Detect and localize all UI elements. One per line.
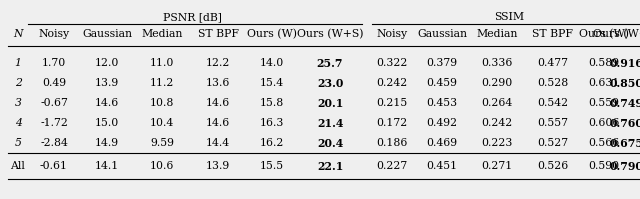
Text: 15.0: 15.0 [95, 118, 119, 128]
Text: 0.527: 0.527 [538, 138, 568, 148]
Text: 0.451: 0.451 [426, 161, 458, 171]
Text: 0.186: 0.186 [376, 138, 408, 148]
Text: Ours (W+S): Ours (W+S) [593, 29, 640, 39]
Text: 0.242: 0.242 [481, 118, 513, 128]
Text: 0.49: 0.49 [42, 78, 66, 88]
Text: -1.72: -1.72 [40, 118, 68, 128]
Text: 0.526: 0.526 [538, 161, 568, 171]
Text: 5: 5 [15, 138, 21, 148]
Text: 14.6: 14.6 [95, 98, 119, 108]
Text: PSNR [dB]: PSNR [dB] [163, 12, 221, 22]
Text: 14.6: 14.6 [206, 118, 230, 128]
Text: 15.4: 15.4 [260, 78, 284, 88]
Text: Median: Median [141, 29, 182, 39]
Text: Ours (W): Ours (W) [579, 29, 629, 39]
Text: Gaussian: Gaussian [417, 29, 467, 39]
Text: 13.9: 13.9 [206, 161, 230, 171]
Text: N: N [13, 29, 23, 39]
Text: 0.227: 0.227 [376, 161, 408, 171]
Text: 0.223: 0.223 [481, 138, 513, 148]
Text: Noisy: Noisy [376, 29, 408, 39]
Text: 0.566: 0.566 [588, 138, 620, 148]
Text: 1: 1 [15, 58, 21, 68]
Text: 0.242: 0.242 [376, 78, 408, 88]
Text: 10.6: 10.6 [150, 161, 174, 171]
Text: SSIM: SSIM [494, 12, 524, 22]
Text: 13.6: 13.6 [206, 78, 230, 88]
Text: 0.264: 0.264 [481, 98, 513, 108]
Text: 0.790: 0.790 [609, 161, 640, 172]
Text: -0.61: -0.61 [40, 161, 68, 171]
Text: 0.322: 0.322 [376, 58, 408, 68]
Text: -0.67: -0.67 [40, 98, 68, 108]
Text: All: All [11, 161, 26, 171]
Text: 0.590: 0.590 [588, 161, 620, 171]
Text: 0.215: 0.215 [376, 98, 408, 108]
Text: 12.0: 12.0 [95, 58, 119, 68]
Text: 3: 3 [15, 98, 21, 108]
Text: 9.59: 9.59 [150, 138, 174, 148]
Text: 0.477: 0.477 [538, 58, 568, 68]
Text: ST BPF: ST BPF [532, 29, 573, 39]
Text: 11.0: 11.0 [150, 58, 174, 68]
Text: 14.0: 14.0 [260, 58, 284, 68]
Text: 0.336: 0.336 [481, 58, 513, 68]
Text: 0.542: 0.542 [538, 98, 568, 108]
Text: 0.492: 0.492 [426, 118, 458, 128]
Text: 15.8: 15.8 [260, 98, 284, 108]
Text: 4: 4 [15, 118, 21, 128]
Text: 0.271: 0.271 [481, 161, 513, 171]
Text: 13.9: 13.9 [95, 78, 119, 88]
Text: 0.749: 0.749 [609, 98, 640, 109]
Text: 20.1: 20.1 [317, 98, 343, 109]
Text: 25.7: 25.7 [317, 58, 343, 69]
Text: 22.1: 22.1 [317, 161, 343, 172]
Text: 0.631: 0.631 [588, 78, 620, 88]
Text: 16.3: 16.3 [260, 118, 284, 128]
Text: 0.379: 0.379 [426, 58, 458, 68]
Text: 1.70: 1.70 [42, 58, 66, 68]
Text: 12.2: 12.2 [206, 58, 230, 68]
Text: 0.760: 0.760 [609, 118, 640, 129]
Text: 10.8: 10.8 [150, 98, 174, 108]
Text: 0.916: 0.916 [609, 58, 640, 69]
Text: 14.9: 14.9 [95, 138, 119, 148]
Text: 0.459: 0.459 [426, 78, 458, 88]
Text: 20.4: 20.4 [317, 138, 343, 149]
Text: 0.606: 0.606 [588, 118, 620, 128]
Text: ST BPF: ST BPF [198, 29, 239, 39]
Text: 0.589: 0.589 [588, 58, 620, 68]
Text: Median: Median [476, 29, 518, 39]
Text: 10.4: 10.4 [150, 118, 174, 128]
Text: 21.4: 21.4 [317, 118, 343, 129]
Text: 0.675: 0.675 [609, 138, 640, 149]
Text: 0.172: 0.172 [376, 118, 408, 128]
Text: 0.469: 0.469 [426, 138, 458, 148]
Text: 16.2: 16.2 [260, 138, 284, 148]
Text: 0.557: 0.557 [538, 118, 568, 128]
Text: 14.4: 14.4 [206, 138, 230, 148]
Text: 11.2: 11.2 [150, 78, 174, 88]
Text: 0.559: 0.559 [589, 98, 620, 108]
Text: 14.6: 14.6 [206, 98, 230, 108]
Text: 0.290: 0.290 [481, 78, 513, 88]
Text: Gaussian: Gaussian [82, 29, 132, 39]
Text: -2.84: -2.84 [40, 138, 68, 148]
Text: 0.528: 0.528 [538, 78, 568, 88]
Text: 14.1: 14.1 [95, 161, 119, 171]
Text: 0.453: 0.453 [426, 98, 458, 108]
Text: Ours (W+S): Ours (W+S) [297, 29, 364, 39]
Text: 2: 2 [15, 78, 21, 88]
Text: Noisy: Noisy [38, 29, 70, 39]
Text: Ours (W): Ours (W) [247, 29, 297, 39]
Text: 15.5: 15.5 [260, 161, 284, 171]
Text: 0.850: 0.850 [609, 78, 640, 89]
Text: 23.0: 23.0 [317, 78, 343, 89]
